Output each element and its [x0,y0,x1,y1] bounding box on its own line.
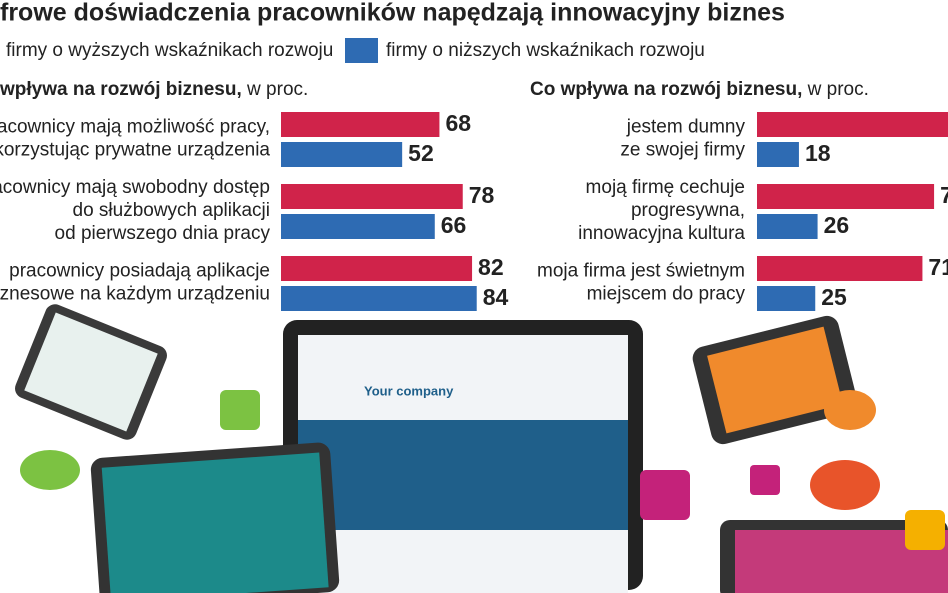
bar [757,256,923,281]
logo: Your company [364,383,454,398]
category-label: korzystując prywatne urządzenia [0,140,270,161]
bar [757,214,818,239]
category-label: pracownicy posiadają aplikacje [9,261,270,282]
value-label: 26 [824,212,850,238]
legend-label: firmy o niższych wskaźnikach rozwoju [386,40,705,61]
title: frowe doświadczenia pracowników napędzaj… [0,0,785,27]
value-label: 78 [469,182,495,208]
category-label: miejscem do pracy [587,284,746,305]
bar [757,286,816,311]
subtitle: wpływa na rozwój biznesu, w proc. [0,79,308,100]
category-label: iznesowe na każdym urządzeniu [0,284,270,305]
value-label: 84 [483,284,509,310]
category-label: moja firma jest świetnym [537,261,745,282]
legend-label: firmy o wyższych wskaźnikach rozwoju [6,40,333,61]
value-label: 82 [478,254,504,280]
subtitle-bold: Co wpływa na rozwój biznesu, [530,79,802,100]
category-label: progresywna, [631,200,745,221]
illustration: Your company [15,304,948,593]
subtitle: Co wpływa na rozwój biznesu, w proc. [530,79,869,100]
category-label: acownicy mają swobodny dostęp [0,177,270,198]
value-label: 76 [940,182,948,208]
bar [281,214,435,239]
legend-swatch [345,38,378,63]
category-label: ze swojej firmy [620,140,745,161]
category-label: moją firmę cechuje [586,177,745,198]
bar [281,184,463,209]
value-label: 68 [445,110,471,136]
bar [281,256,473,281]
bar [281,142,403,167]
value-label: 71 [928,254,948,280]
category-label: innowacyjna kultura [578,223,745,244]
value-label: 52 [408,140,434,166]
value-label: 25 [821,284,847,310]
bar [281,286,477,311]
category-label: od pierwszego dnia pracy [55,223,271,244]
subtitle-bold: wpływa na rozwój biznesu, [0,79,242,100]
category-label: jestem dumny [626,117,746,138]
bar [757,112,948,137]
subtitle-unit: w proc. [807,79,869,100]
subtitle-unit: w proc. [246,79,308,100]
value-label: 18 [805,140,831,166]
category-label: racownicy mają możliwość pracy, [0,117,270,138]
bar [281,112,440,137]
bar [757,184,935,209]
category-label: do służbowych aplikacji [73,200,271,221]
bar [757,142,799,167]
value-label: 66 [441,212,467,238]
